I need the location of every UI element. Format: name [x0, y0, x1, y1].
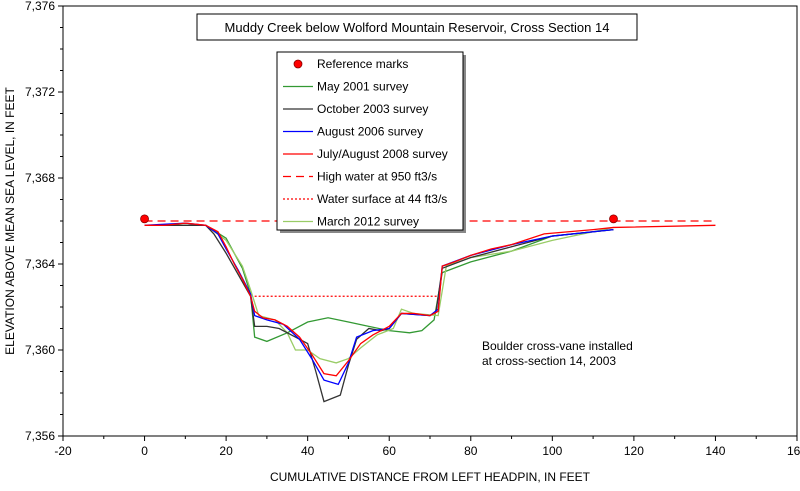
chart-title: Muddy Creek below Wolford Mountain Reser…	[225, 20, 610, 35]
x-tick-label: 100	[542, 444, 562, 458]
legend: Reference marks May 2001 survey October 20…	[276, 51, 466, 233]
series-line-3	[144, 222, 716, 377]
reference-mark	[140, 214, 149, 224]
y-tick-label: 7,356	[25, 429, 55, 443]
legend-label: Water surface at 44 ft3/s	[317, 192, 447, 206]
x-axis-label: CUMULATIVE DISTANCE FROM LEFT HEADPIN, I…	[270, 470, 591, 484]
series-line-1	[144, 224, 614, 403]
y-tick-label: 7,368	[25, 171, 55, 185]
series-line-0	[144, 224, 614, 343]
x-tick-label: 120	[624, 444, 644, 458]
plot-area	[140, 214, 716, 403]
y-axis-label: ELEVATION ABOVE MEAN SEA LEVEL, IN FEET	[3, 87, 17, 355]
x-tick-label: 80	[464, 444, 478, 458]
x-tick-label: 40	[301, 444, 315, 458]
legend-marker	[293, 59, 303, 69]
x-tick-label: 20	[219, 444, 233, 458]
x-tick-label: 160	[787, 444, 800, 458]
legend-label: March 2012 survey	[317, 215, 419, 229]
chart-title-box: Muddy Creek below Wolford Mountain Reser…	[196, 13, 638, 41]
legend-label: October 2003 survey	[317, 102, 428, 116]
legend-label: August 2006 survey	[317, 125, 423, 139]
annotation-line-1: Boulder cross-vane installed	[482, 339, 633, 353]
x-tick-label: -20	[54, 444, 72, 458]
x-tick-label: 60	[383, 444, 397, 458]
legend-frame	[276, 51, 464, 231]
annotation-line-2: at cross-section 14, 2003	[482, 354, 616, 368]
legend-label: May 2001 survey	[317, 80, 408, 94]
legend-label: Reference marks	[317, 57, 408, 71]
legend-label: High water at 950 ft3/s	[317, 170, 437, 184]
reference-mark	[609, 214, 618, 224]
y-tick-label: 7,360	[25, 343, 55, 357]
x-tick-label: 140	[705, 444, 725, 458]
y-tick-label: 7,372	[25, 85, 55, 99]
axes: -20 0 20 40 60 80 100 120 140 160 7,356 7,360 7,364 7…	[25, 0, 800, 458]
x-tick-label: 0	[141, 444, 148, 458]
y-tick-label: 7,376	[25, 0, 55, 13]
legend-label: July/August 2008 survey	[317, 147, 448, 161]
y-tick-label: 7,364	[25, 257, 55, 271]
